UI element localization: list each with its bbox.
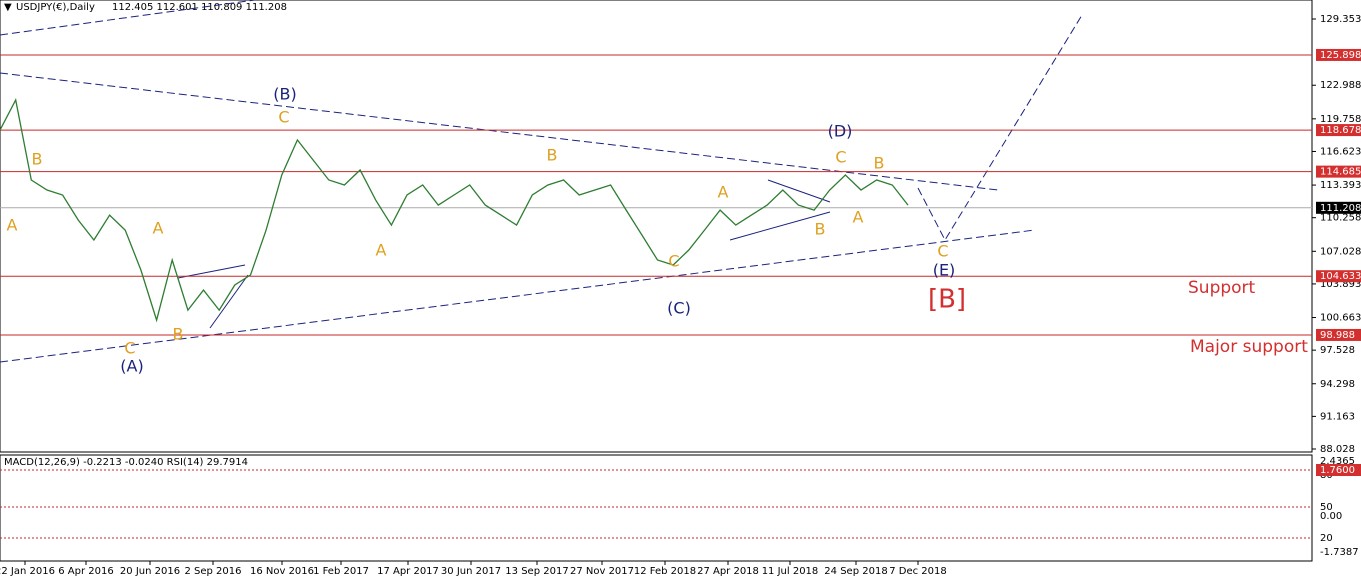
x-tick-label: 22 Jan 2016 [0,566,55,577]
main-pane [0,0,1313,453]
wave-label: A [376,241,387,260]
last-price-box [1316,201,1361,214]
wave-label: A [718,183,729,202]
wave-label: (B) [273,85,296,104]
x-tick-label: 27 Nov 2017 [570,566,634,577]
wave-label: B [173,325,184,344]
level-label: 118.678 [1320,125,1361,136]
indicator-tick-label: 0.00 [1320,511,1342,522]
level-box [1316,270,1361,283]
x-tick-label: 30 Jun 2017 [441,566,501,577]
x-tick-label: 7 Dec 2018 [889,566,947,577]
wave-label: (A) [120,357,143,376]
y-tick-label: 129.353 [1320,14,1361,25]
bracket-label: [B] [928,285,966,315]
y-tick-label: 122.988 [1320,80,1361,91]
wave-label: C [124,339,135,358]
x-tick-label: 6 Apr 2016 [58,566,113,577]
indicator-pane [0,454,1313,562]
x-tick-label: 1 Feb 2017 [313,566,369,577]
level-box [1316,124,1361,137]
indicator-tick-label: 50 [1320,502,1333,513]
x-tick-label: 12 Feb 2018 [634,566,696,577]
support-label: Support [1188,278,1256,298]
x-tick-label: 17 Apr 2017 [377,566,439,577]
level-box [1316,48,1361,61]
last-price-label: 111.208 [1320,203,1361,214]
indicator-tick-label: 20 [1320,533,1333,544]
wave-label: (C) [667,299,691,318]
y-tick-label: 103.893 [1320,279,1361,290]
wave-label: (E) [933,261,956,280]
x-tick-label: 27 Apr 2018 [697,566,759,577]
level-label: 98.988 [1320,330,1355,341]
major-support-label: Major support [1190,337,1308,357]
header-arrow: ▼ [4,2,12,13]
wave-label: C [835,148,846,167]
wave-label: C [278,108,289,127]
level-label: 104.633 [1320,271,1361,282]
wave-label: A [853,208,864,227]
wave-label: A [7,216,18,235]
wave-label: B [874,154,885,173]
indicator-title: MACD(12,26,9) -0.2213 -0.0240 RSI(14) 29… [4,457,248,468]
y-tick-label: 116.623 [1320,146,1361,157]
y-tick-label: 100.663 [1320,313,1361,324]
y-tick-label: 113.393 [1320,180,1361,191]
level-label: 125.898 [1320,50,1361,61]
x-tick-label: 20 Jun 2016 [120,566,180,577]
x-tick-label: 11 Jul 2018 [762,566,819,577]
wave-label: B [815,220,826,239]
indicator-tick-label: -1.7387 [1320,547,1359,558]
y-tick-label: 88.028 [1320,444,1355,455]
indicator-level-box [1316,464,1361,476]
wave-label: A [153,219,164,238]
y-tick-label: 119.758 [1320,114,1361,125]
level-box [1316,165,1361,178]
quote: 112.405 112.601 110.809 111.208 [112,2,287,13]
wave-label: (D) [828,122,853,141]
y-tick-label: 97.528 [1320,345,1355,356]
x-tick-label: 24 Sep 2018 [824,566,887,577]
wave-label: B [32,150,43,169]
wave-label: C [668,252,679,271]
x-tick-label: 2 Sep 2016 [184,566,241,577]
symbol: USDJPY(€),Daily [16,2,95,13]
indicator-tick-label: 2.4365 [1320,456,1355,467]
y-tick-label: 94.298 [1320,379,1355,390]
y-tick-label: 110.258 [1320,213,1361,224]
level-box [1316,328,1361,341]
wave-label: B [547,146,558,165]
level-label: 114.685 [1320,167,1361,178]
price-line [0,98,909,323]
trendlines [0,0,1083,363]
y-tick-label: 107.028 [1320,246,1361,257]
y-tick-label: 91.163 [1320,411,1355,422]
x-tick-label: 16 Nov 2016 [250,566,314,577]
indicator-level-label: 1.7600 [1320,465,1355,476]
x-tick-label: 13 Sep 2017 [505,566,568,577]
wave-label: C [937,242,948,261]
